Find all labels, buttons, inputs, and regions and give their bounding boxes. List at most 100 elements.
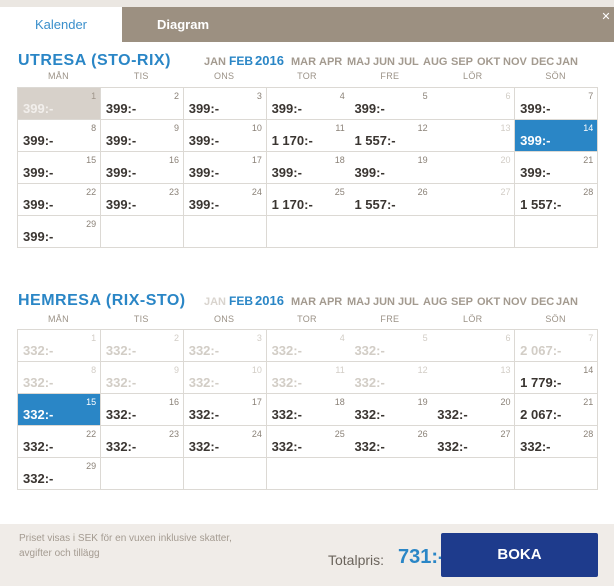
calendar-day-cell[interactable]: 14 399:-: [515, 120, 599, 152]
day-price: 399:-: [520, 133, 551, 148]
tab-kalender[interactable]: Kalender: [0, 7, 122, 42]
calendar-day-cell[interactable]: 10 399:-: [183, 120, 267, 152]
calendar-day-cell[interactable]: 3 399:-: [183, 88, 267, 120]
calendar-day-cell[interactable]: 11 1 170:-: [266, 120, 350, 152]
day-price: 399:-: [271, 101, 302, 116]
calendar-day-cell[interactable]: 18 399:-: [266, 152, 350, 184]
day-price: 332:-: [105, 407, 137, 422]
month-option[interactable]: MAR: [291, 56, 317, 68]
month-option[interactable]: JUL: [398, 296, 419, 308]
month-option[interactable]: APR: [319, 296, 343, 308]
empty-day-cell: [266, 458, 350, 490]
calendar-day-cell[interactable]: 26 332:-: [349, 426, 433, 458]
calendar-day-cell[interactable]: 19 399:-: [349, 152, 433, 184]
day-number: 7: [588, 91, 594, 101]
day-price: 1 557:-: [354, 197, 396, 212]
month-option[interactable]: JAN: [556, 296, 579, 308]
calendar-day-cell[interactable]: 18 332:-: [266, 394, 350, 426]
calendar-day-cell[interactable]: 29 332:-: [18, 458, 102, 490]
month-option[interactable]: JAN: [204, 296, 227, 308]
month-option[interactable]: MAR: [291, 296, 317, 308]
calendar-day-cell[interactable]: 17 399:-: [183, 152, 267, 184]
calendar-day-cell[interactable]: 21 399:-: [515, 152, 599, 184]
day-number: 24: [251, 187, 262, 197]
calendar-day-cell[interactable]: 14 1 779:-: [515, 362, 599, 394]
calendar-day-cell[interactable]: 24 399:-: [183, 184, 267, 216]
month-option[interactable]: JUL: [398, 56, 419, 68]
calendar-day-cell[interactable]: 9 399:-: [100, 120, 185, 152]
calendar-day-cell[interactable]: 15 332:-: [18, 394, 102, 426]
month-option[interactable]: AUG: [423, 296, 448, 308]
calendar-day-cell[interactable]: 25 332:-: [266, 426, 350, 458]
calendar-day-cell[interactable]: 15 399:-: [18, 152, 102, 184]
calendar-day-cell[interactable]: 8 399:-: [18, 120, 102, 152]
month-option[interactable]: JAN: [204, 56, 227, 68]
calendar-day-cell: 6: [432, 88, 516, 120]
weekday-label: TIS: [133, 314, 149, 324]
month-option[interactable]: MAJ: [347, 56, 371, 68]
month-option[interactable]: OKT: [477, 56, 501, 68]
month-option[interactable]: JAN: [556, 56, 579, 68]
calendar-day-cell[interactable]: 25 1 170:-: [266, 184, 350, 216]
calendar-day-cell[interactable]: 19 332:-: [349, 394, 433, 426]
month-option[interactable]: DEC: [531, 56, 555, 68]
calendar-day-cell[interactable]: 7 399:-: [515, 88, 599, 120]
day-number: 15: [86, 397, 97, 407]
month-option[interactable]: SEP: [451, 56, 474, 68]
month-option[interactable]: JUN: [373, 56, 396, 68]
calendar-day-cell[interactable]: 29 399:-: [18, 216, 102, 248]
day-number: 16: [169, 397, 180, 407]
calendar-day-cell[interactable]: 22 399:-: [18, 184, 102, 216]
calendar-day-cell[interactable]: 23 399:-: [100, 184, 185, 216]
month-option[interactable]: OKT: [477, 296, 501, 308]
calendar-day-cell: 1 399:-: [18, 88, 102, 120]
tab-diagram[interactable]: Diagram: [156, 17, 210, 32]
calendar-day-cell[interactable]: 5 399:-: [349, 88, 433, 120]
calendar-day-cell[interactable]: 28 332:-: [515, 426, 599, 458]
calendar-day-cell[interactable]: 4 399:-: [266, 88, 350, 120]
calendar-day-cell[interactable]: 17 332:-: [183, 394, 267, 426]
calendar-day-cell[interactable]: 22 332:-: [18, 426, 102, 458]
day-number: 10: [251, 365, 262, 375]
weekday-label: ONS: [213, 314, 235, 324]
calendar-day-cell[interactable]: 23 332:-: [100, 426, 185, 458]
day-price: 399:-: [354, 101, 385, 116]
calendar-day-cell: 12 332:-: [349, 362, 433, 394]
month-option[interactable]: NOV: [503, 296, 527, 308]
calendar-day-cell: 9 332:-: [100, 362, 185, 394]
month-option[interactable]: APR: [319, 56, 343, 68]
weekday-label: LÖR: [463, 71, 483, 81]
year-label: 2016: [255, 293, 284, 308]
day-price: 1 170:-: [271, 197, 313, 212]
calendar-day-cell[interactable]: 27 332:-: [432, 426, 516, 458]
calendar-day-cell[interactable]: 2 399:-: [100, 88, 185, 120]
day-price: 332:-: [23, 375, 54, 390]
calendar-day-cell[interactable]: 16 332:-: [100, 394, 185, 426]
month-option[interactable]: NOV: [503, 56, 527, 68]
day-number: 27: [500, 429, 511, 439]
calendar-day-cell[interactable]: 28 1 557:-: [515, 184, 599, 216]
month-option[interactable]: SEP: [451, 296, 474, 308]
day-price: 2 067:-: [520, 343, 562, 358]
day-price: 332:-: [23, 407, 54, 422]
calendar-day-cell: 6: [432, 330, 516, 362]
calendar-day-cell[interactable]: 21 2 067:-: [515, 394, 599, 426]
empty-day-cell: [183, 216, 267, 248]
day-number: 1: [91, 91, 97, 101]
month-option[interactable]: FEB: [229, 54, 253, 68]
month-option[interactable]: MAJ: [347, 296, 371, 308]
close-icon[interactable]: ✕: [601, 11, 611, 23]
calendar-day-cell[interactable]: 24 332:-: [183, 426, 267, 458]
book-button[interactable]: BOKA: [441, 533, 598, 577]
month-option[interactable]: AUG: [423, 56, 448, 68]
calendar-day-cell[interactable]: 20 332:-: [432, 394, 516, 426]
month-option[interactable]: DEC: [531, 296, 555, 308]
weekday-label: TIS: [133, 71, 149, 81]
month-option[interactable]: FEB: [229, 294, 253, 308]
month-option[interactable]: JUN: [373, 296, 396, 308]
calendar-day-cell[interactable]: 26 1 557:-: [349, 184, 433, 216]
calendar-day-cell[interactable]: 16 399:-: [100, 152, 185, 184]
day-number: 5: [422, 91, 428, 101]
calendar-day-cell: 3 332:-: [183, 330, 267, 362]
calendar-day-cell[interactable]: 12 1 557:-: [349, 120, 433, 152]
